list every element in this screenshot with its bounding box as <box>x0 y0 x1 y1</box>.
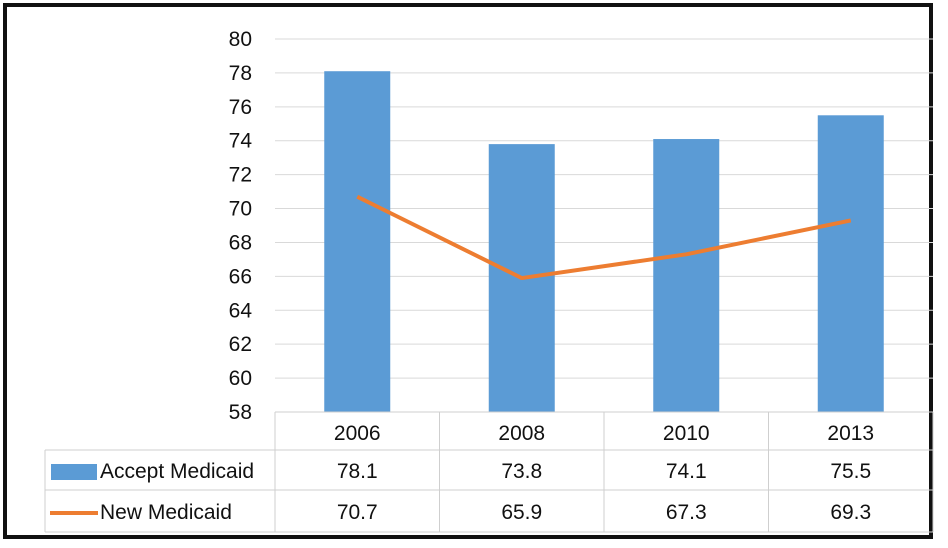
y-tick-label: 70 <box>229 198 252 221</box>
legend-key-bar <box>51 464 97 480</box>
category-label: 2010 <box>663 422 710 445</box>
data-table: 2006 2008 2010 2013 Accept Medicaid 78.1 73.8 7… <box>44 411 934 533</box>
bar <box>653 139 720 413</box>
data-label: 69.3 <box>830 501 871 524</box>
data-label: 70.7 <box>337 501 378 524</box>
data-label: 73.8 <box>501 460 542 483</box>
legend-label: New Medicaid <box>100 501 232 524</box>
y-tick-label: 66 <box>229 265 252 288</box>
data-label: 75.5 <box>830 460 871 483</box>
bars <box>324 71 884 413</box>
y-tick-label: 68 <box>229 231 252 254</box>
category-label: 2008 <box>498 422 545 445</box>
y-tick-label: 72 <box>229 164 252 187</box>
data-label: 74.1 <box>666 460 707 483</box>
category-label: 2013 <box>827 422 874 445</box>
y-axis: 80 78 76 74 72 70 68 66 64 62 60 58 <box>229 28 253 424</box>
y-tick-label: 76 <box>229 96 252 119</box>
line-new-medicaid <box>356 194 852 281</box>
y-tick-label: 64 <box>229 299 253 322</box>
legend-label: Accept Medicaid <box>100 460 254 483</box>
y-tick-label: 58 <box>229 401 252 424</box>
category-label: 2006 <box>334 422 381 445</box>
data-label: 67.3 <box>666 501 707 524</box>
y-tick-label: 80 <box>229 28 252 51</box>
data-label: 78.1 <box>337 460 378 483</box>
y-tick-label: 62 <box>229 333 252 356</box>
y-tick-label: 74 <box>229 130 253 153</box>
data-label: 65.9 <box>501 501 542 524</box>
y-tick-label: 60 <box>229 367 252 390</box>
bar <box>817 115 884 412</box>
line-series <box>356 194 852 281</box>
bar <box>324 71 391 413</box>
y-tick-label: 78 <box>229 62 252 85</box>
